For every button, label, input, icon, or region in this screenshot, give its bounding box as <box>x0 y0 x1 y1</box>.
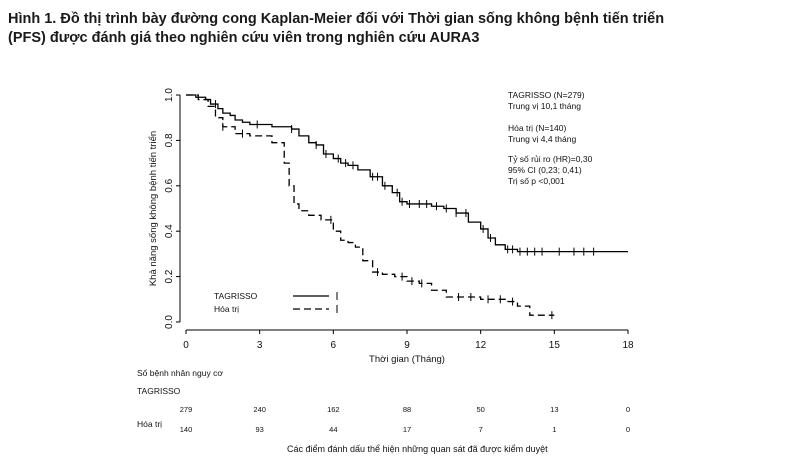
y-tick-label: 0.8 <box>164 133 175 147</box>
annotation-line: Tỷ số rủi ro (HR)=0,30 <box>508 154 593 164</box>
y-tick-label: 1.0 <box>164 88 175 102</box>
chart-legend: TAGRISSO Hóa trị <box>214 291 338 314</box>
risk-row-label: Hóa trị <box>137 419 162 429</box>
risk-table-heading: Số bệnh nhân nguy cơ <box>137 368 223 378</box>
y-axis-title: Khả năng sống không bệnh tiến triển <box>148 131 159 286</box>
x-tick-label: 12 <box>475 340 487 351</box>
x-tick-label: 6 <box>331 340 337 351</box>
annotation-line: Trị số p <0,001 <box>508 176 565 186</box>
risk-cell: 240 <box>253 405 266 414</box>
x-tick-label: 18 <box>622 340 634 351</box>
figure-title: Hình 1. Đồ thị trình bày đường cong Kapl… <box>8 10 788 48</box>
annotation-line: TAGRISSO (N=279) <box>508 90 585 100</box>
annotation-line: Trung vị 10,1 tháng <box>508 101 581 111</box>
y-tick-label: 0.2 <box>164 269 175 283</box>
risk-cell: 0 <box>626 405 630 414</box>
figure-title-line-2: (PFS) được đánh giá theo nghiên cứu viên… <box>8 30 480 46</box>
risk-cell: 7 <box>479 425 483 434</box>
risk-cell: 279 <box>180 405 193 414</box>
x-tick-label: 9 <box>404 340 410 351</box>
y-tick-label: 0.4 <box>164 224 175 238</box>
risk-table: Số bệnh nhân nguy cơ TAGRISSO 279 240 162 88 5… <box>137 368 630 454</box>
annotation-line: Trung vị 4,4 tháng <box>508 134 576 144</box>
x-axis-title: Thời gian (Tháng) <box>369 354 445 365</box>
x-tick-label: 3 <box>257 340 263 351</box>
y-tick-label: 0.0 <box>164 315 175 329</box>
chart-annotations: TAGRISSO (N=279)Trung vị 10,1 tháng Hóa t… <box>508 90 593 186</box>
risk-cell: 93 <box>255 425 263 434</box>
km-curve-hoa-tri <box>186 94 555 316</box>
x-tick-label: 0 <box>183 340 189 351</box>
y-tick-label: 0.6 <box>164 178 175 192</box>
legend-label: TAGRISSO <box>214 291 258 301</box>
chart-curves <box>186 94 628 320</box>
annotation-line: Hóa trị (N=140) <box>508 123 567 133</box>
km-curve-tagrisso <box>186 94 628 253</box>
risk-row-label: TAGRISSO <box>137 386 181 396</box>
risk-cell: 50 <box>476 405 484 414</box>
risk-cell: 13 <box>550 405 558 414</box>
risk-cell: 140 <box>180 425 193 434</box>
footnote-censor-note: Các điểm đánh dấu thể hiện những quan sá… <box>287 444 548 454</box>
risk-cell: 44 <box>329 425 337 434</box>
risk-cell: 0 <box>626 425 630 434</box>
risk-cell: 88 <box>403 405 411 414</box>
chart-axes: 0 3 6 9 12 15 18 Thời gian (Tháng) 0.0 0.2 0.4 0.6 0… <box>148 88 634 365</box>
x-tick-label: 15 <box>549 340 561 351</box>
legend-label: Hóa trị <box>214 304 239 314</box>
annotation-line: 95% CI (0,23; 0,41) <box>508 165 582 175</box>
risk-cell: 162 <box>327 405 340 414</box>
risk-cell: 1 <box>552 425 556 434</box>
risk-cell: 17 <box>403 425 411 434</box>
figure-title-line-1: Hình 1. Đồ thị trình bày đường cong Kapl… <box>8 11 665 27</box>
